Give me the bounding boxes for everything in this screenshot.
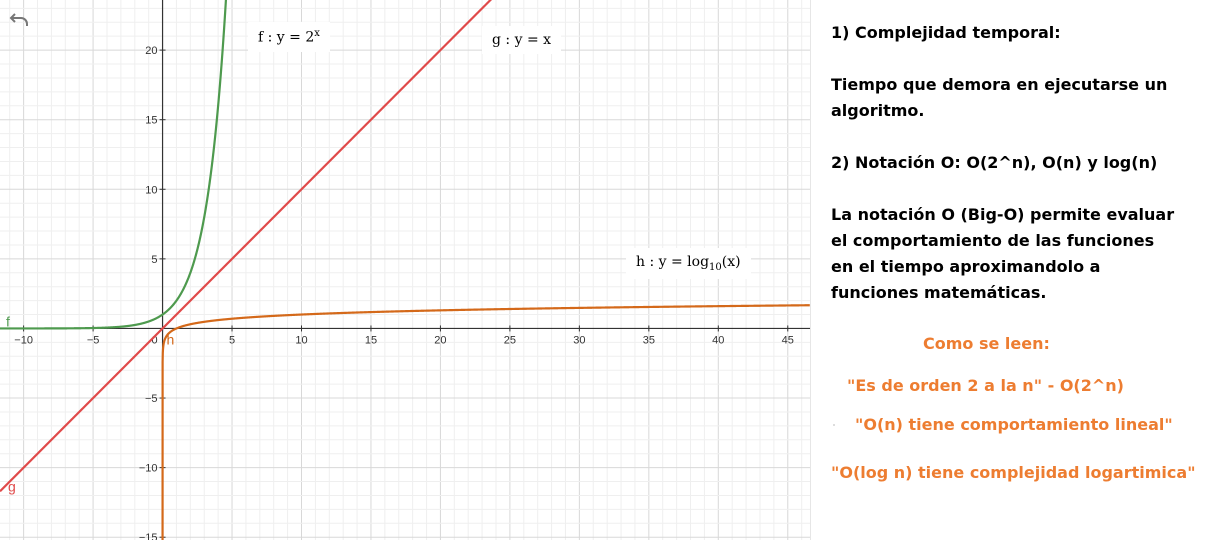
y-tick-label: 20 [145, 45, 157, 57]
equation-h-text: h : y = log [636, 254, 710, 270]
equation-label-h[interactable]: h : y = log10(x) [626, 248, 751, 279]
equation-f-exponent: x [314, 28, 320, 39]
heading-temporal-complexity: 1) Complejidad temporal: [831, 23, 1061, 42]
reading-exponential: "Es de orden 2 a la n" - O(2^n) [847, 376, 1124, 395]
x-tick-label: 5 [229, 334, 235, 346]
paragraph-line-3: en el tiempo aproximandolo a [831, 257, 1101, 276]
series-g-curve [0, 0, 493, 493]
paragraph-line-4: funciones matemáticas. [831, 283, 1047, 302]
equation-label-g[interactable]: g : y = x [482, 26, 562, 54]
x-tick-label: 25 [504, 334, 516, 346]
definition-line-2: algoritmo. [831, 101, 925, 120]
graph-view[interactable]: −10 −5 0 5 10 15 20 25 30 35 40 45 −15 −10 −5 5 10 15 20 f g… [0, 0, 810, 540]
reading-linear: "O(n) tiene comportamiento lineal" [855, 415, 1173, 434]
y-tick-label: 5 [151, 254, 157, 266]
x-tick-label: 15 [365, 334, 377, 346]
y-tick-label: 10 [145, 184, 157, 196]
plot-area[interactable]: −10 −5 0 5 10 15 20 25 30 35 40 45 −15 −10 −5 5 10 15 20 f g… [0, 0, 810, 540]
heading-big-o: 2) Notación O: O(2^n), O(n) y log(n) [831, 153, 1158, 172]
x-tick-label: −10 [14, 334, 33, 346]
x-tick-label: 40 [712, 334, 724, 346]
reading-logarithmic: "O(log n) tiene complejidad logartimica" [831, 463, 1196, 482]
function-name-f: f [6, 313, 10, 329]
paragraph-line-1: La notación O (Big-O) permite evaluar [831, 205, 1175, 224]
undo-icon[interactable] [8, 10, 34, 32]
equation-h-subscript: 10 [709, 261, 722, 273]
definition-line-1: Tiempo que demora en ejecutarse un [831, 75, 1168, 94]
equation-f-text: f : y = 2 [258, 29, 315, 46]
x-tick-label: 20 [434, 334, 446, 346]
x-tick-label: 30 [573, 334, 585, 346]
x-tick-label: 0 [151, 334, 157, 346]
stray-dot [833, 424, 835, 426]
series-h-curve [161, 304, 810, 540]
equation-label-f[interactable]: f : y = 2x [248, 22, 330, 52]
series-f-curve [0, 0, 228, 330]
y-tick-label: −5 [145, 393, 158, 405]
y-tick-label: 15 [145, 115, 157, 127]
y-tick-label: −15 [139, 532, 158, 540]
function-name-h: h [167, 331, 175, 347]
x-tick-label: 35 [643, 334, 655, 346]
reading-heading: Como se leen: [923, 334, 1050, 353]
y-tick-label: −10 [139, 463, 158, 475]
function-name-g: g [8, 478, 16, 494]
panel-divider [810, 0, 811, 540]
equation-g-text: g : y = x [492, 32, 552, 48]
x-tick-label: 45 [782, 334, 794, 346]
equation-h-suffix: (x) [721, 254, 741, 270]
paragraph-line-2: el comportamiento de las funciones [831, 231, 1155, 250]
x-tick-label: 10 [295, 334, 307, 346]
x-tick-label: −5 [87, 334, 100, 346]
